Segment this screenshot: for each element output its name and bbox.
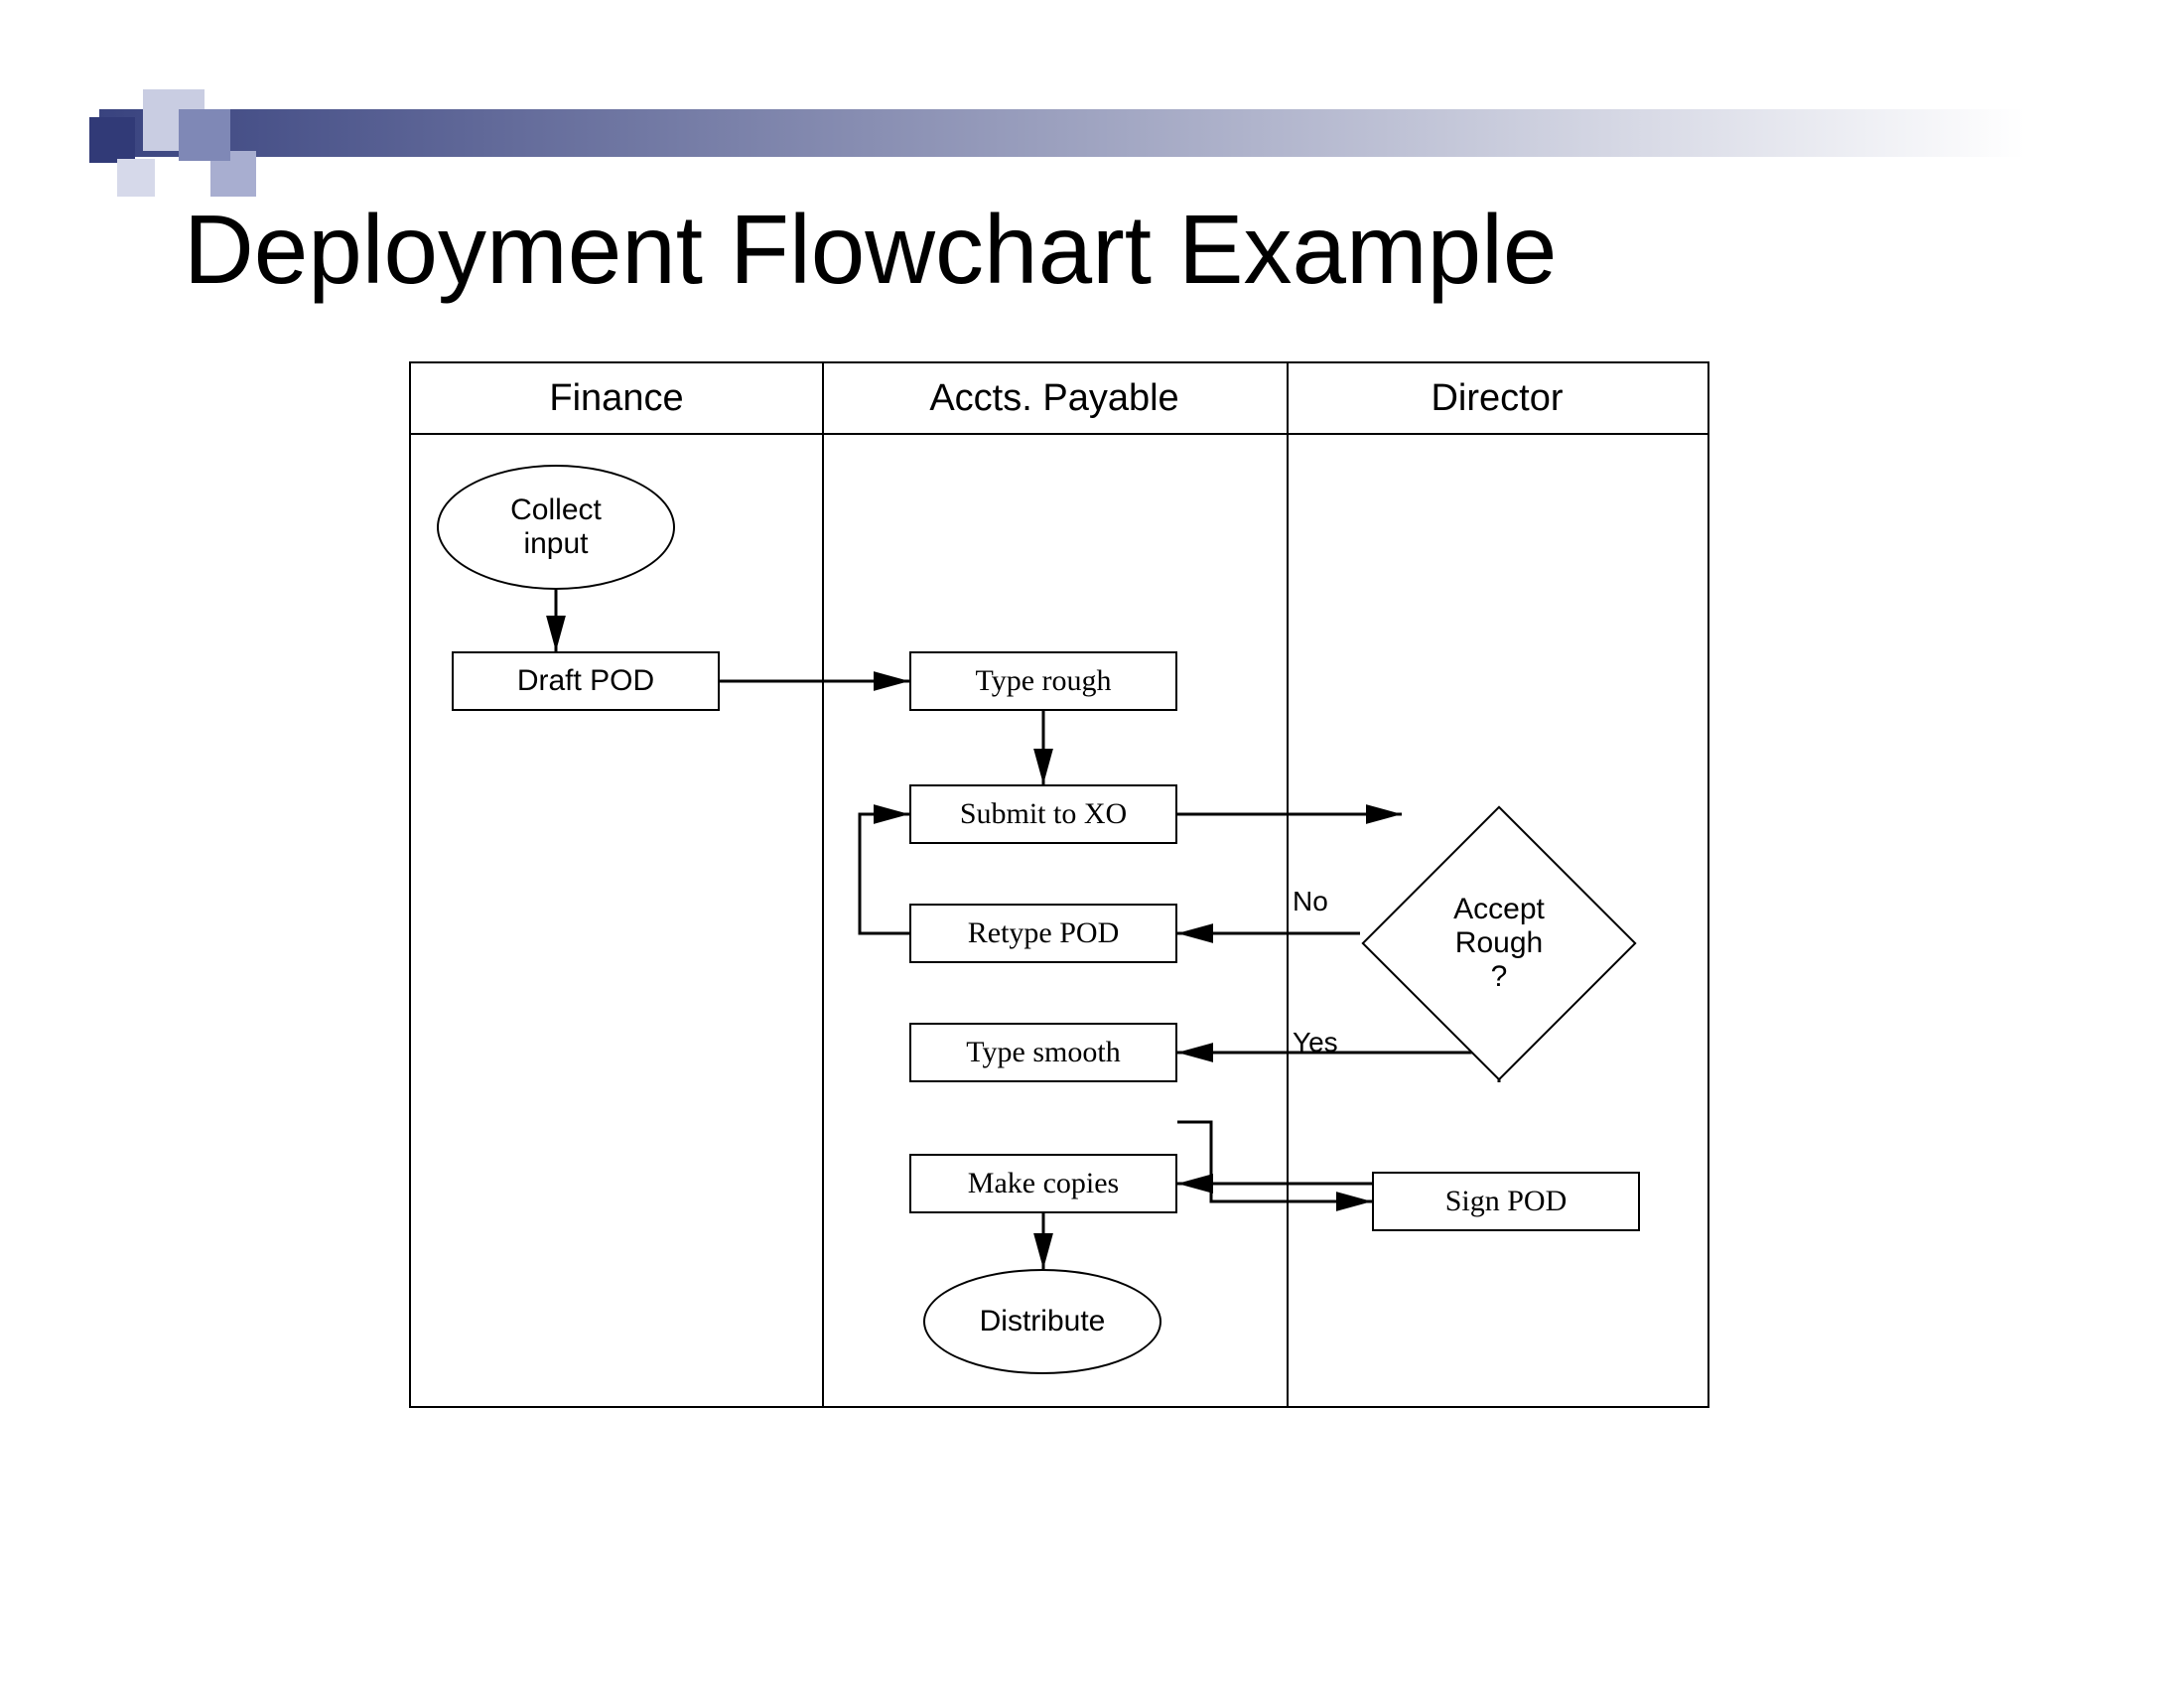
lane-divider	[1287, 363, 1289, 1406]
lane-accounts-header: Accts. Payable	[822, 363, 1287, 433]
lane-divider	[822, 363, 824, 1406]
node-distribute: Distribute	[923, 1269, 1161, 1374]
node-type-rough: Type rough	[909, 651, 1177, 711]
label-no: No	[1293, 886, 1328, 917]
header-decoration	[0, 0, 2184, 199]
node-retype-pod: Retype POD	[909, 904, 1177, 963]
page-title: Deployment Flowchart Example	[184, 194, 1557, 306]
node-sign-pod: Sign POD	[1372, 1172, 1640, 1231]
node-accept-rough-label: Accept Rough ?	[1360, 804, 1638, 1082]
node-submit-xo: Submit to XO	[909, 784, 1177, 844]
node-type-smooth: Type smooth	[909, 1023, 1177, 1082]
slide: { "title": { "text": "Deployment Flowcha…	[0, 0, 2184, 1688]
label-yes: Yes	[1293, 1027, 1338, 1058]
lane-director-header: Director	[1287, 363, 1707, 433]
node-draft-pod: Draft POD	[452, 651, 720, 711]
lane-finance-header: Finance	[411, 363, 822, 433]
node-make-copies: Make copies	[909, 1154, 1177, 1213]
node-accept-rough: Accept Rough ?	[1360, 804, 1638, 1082]
node-collect-input: Collect input	[437, 465, 675, 590]
lane-header-divider	[411, 433, 1707, 435]
